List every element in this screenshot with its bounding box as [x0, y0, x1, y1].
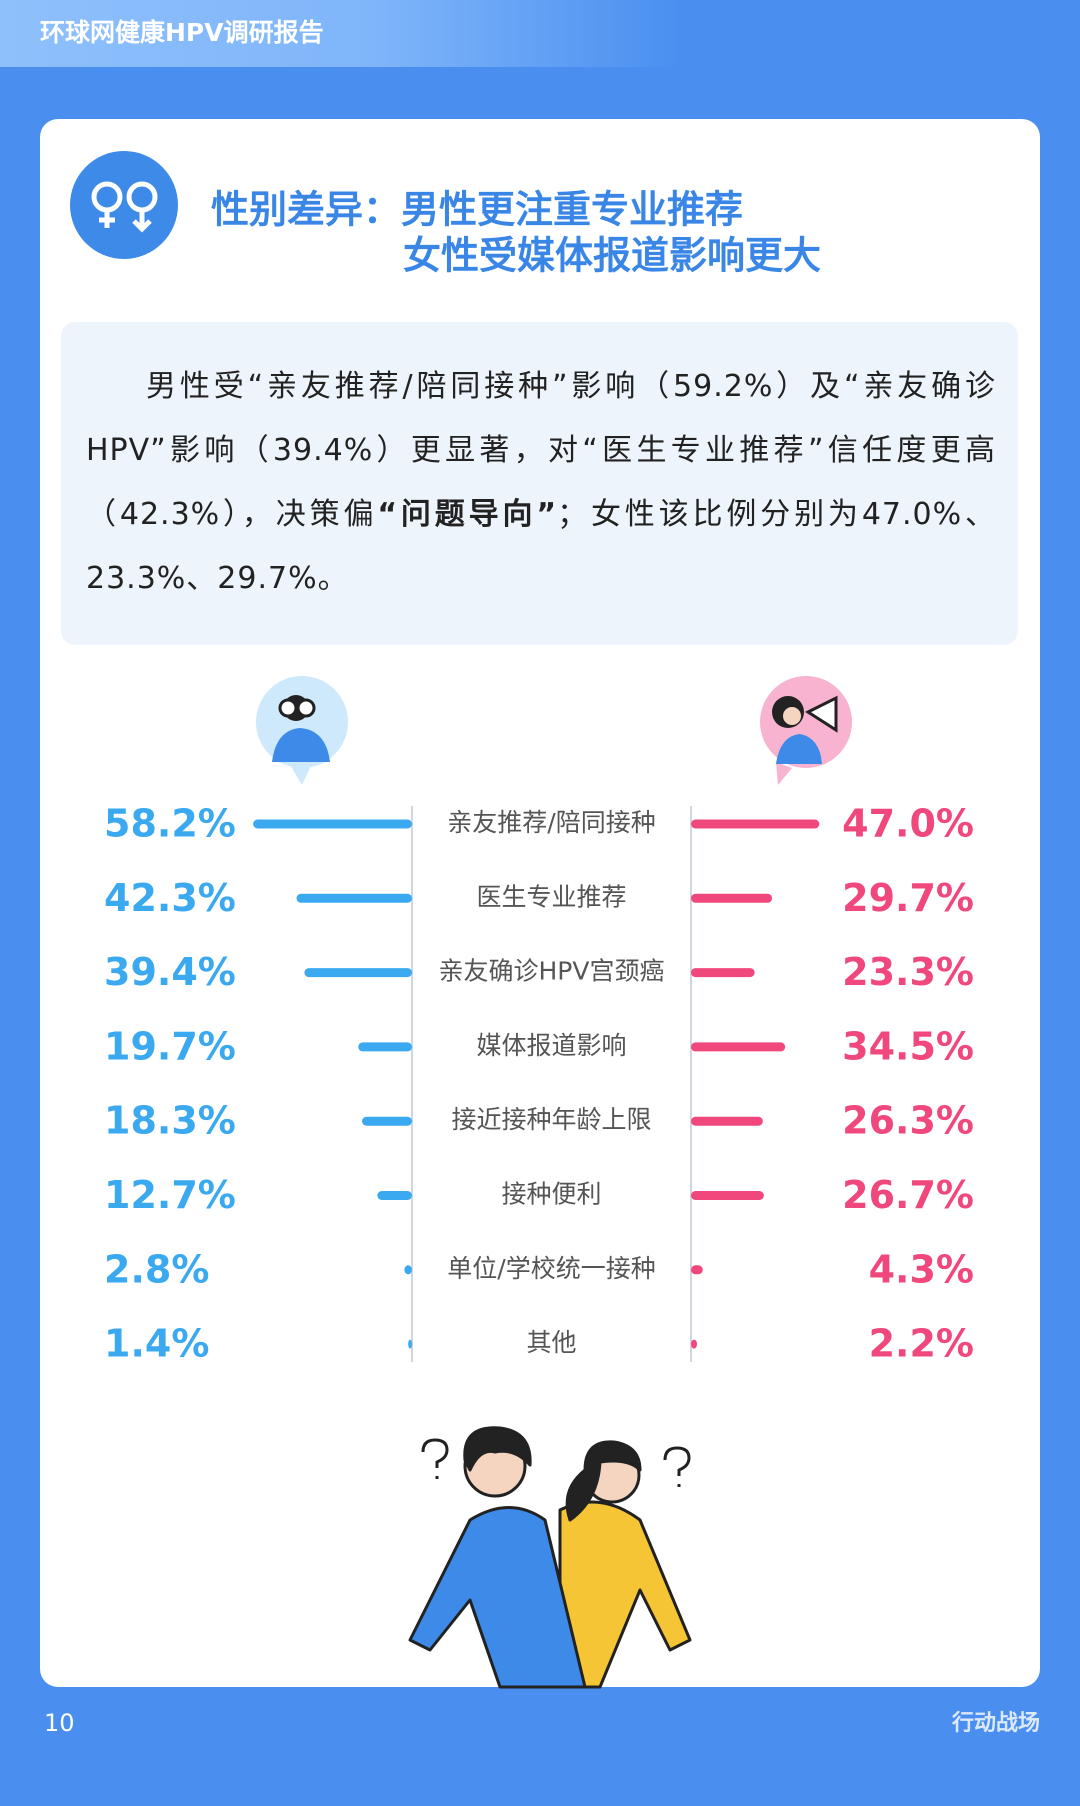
male-value-label: 58.2% [104, 802, 236, 846]
male-value-label: 42.3% [104, 876, 236, 920]
female-value-label: 23.3% [842, 950, 974, 994]
male-bar [296, 893, 412, 903]
summary-emphasis: “问题导向” [377, 497, 558, 532]
gender-icon [70, 151, 178, 259]
footer-section: 行动战场 [951, 1710, 1040, 1736]
female-value-label: 34.5% [842, 1024, 974, 1068]
male-bar [404, 1265, 412, 1275]
female-bar [691, 1339, 698, 1349]
female-bar [691, 819, 820, 829]
category-label: 亲友确诊HPV宫颈癌 [439, 957, 665, 986]
gender-symbols [91, 181, 158, 233]
male-bar [408, 1339, 412, 1349]
summary-text-part: ；女性该比例分别为47.0%、23.3%、29.7%。 [86, 497, 996, 596]
male-value-label: 1.4% [104, 1322, 209, 1366]
female-bar [691, 1265, 703, 1275]
male-bar [358, 1042, 412, 1052]
category-label: 亲友推荐/陪同接种 [447, 808, 655, 837]
female-value-label: 26.7% [842, 1173, 974, 1217]
male-bar [304, 968, 412, 978]
male-value-label: 2.8% [104, 1247, 209, 1291]
female-bar [691, 1042, 786, 1052]
male-value-label: 39.4% [104, 950, 236, 994]
category-label: 接种便利 [501, 1180, 601, 1209]
female-bar [691, 893, 773, 903]
male-value-label: 12.7% [104, 1173, 236, 1217]
female-value-label: 29.7% [842, 876, 974, 920]
category-label: 医生专业推荐 [476, 882, 626, 911]
section-title-line2: 女性受媒体报道影响更大 [403, 234, 821, 278]
male-avatar [256, 676, 348, 785]
illustration [408, 1426, 692, 1689]
female-bar [691, 1191, 764, 1200]
category-label: 单位/学校统一接种 [447, 1254, 655, 1283]
female-bar [691, 1116, 763, 1126]
category-label: 接近接种年龄上限 [451, 1105, 651, 1134]
female-bar [691, 968, 755, 978]
female-value-label: 26.3% [842, 1099, 974, 1143]
male-value-label: 18.3% [104, 1099, 236, 1143]
female-value-label: 2.2% [869, 1322, 974, 1366]
category-label: 其他 [526, 1328, 576, 1357]
category-label: 媒体报道影响 [476, 1031, 626, 1060]
male-bar [377, 1191, 412, 1200]
male-value-label: 19.7% [104, 1024, 236, 1068]
page-number: 10 [44, 1709, 75, 1737]
female-avatar [760, 676, 852, 785]
male-bar [362, 1116, 412, 1126]
section-title-line1: 性别差异：男性更注重专业推荐 [211, 188, 743, 232]
male-bar [253, 819, 412, 829]
female-value-label: 4.3% [869, 1247, 974, 1291]
summary-text-part: 男性受“亲友推荐/陪同接种”影响（59.2%）及“亲友确诊HPV”影响（39.4… [86, 369, 996, 532]
summary-text: 男性受“亲友推荐/陪同接种”影响（59.2%）及“亲友确诊HPV”影响（39.4… [86, 355, 996, 611]
header-title: 环球网健康HPV调研报告 [40, 18, 324, 47]
female-value-label: 47.0% [842, 802, 974, 846]
header-band [0, 0, 680, 67]
summary-box [61, 322, 1018, 645]
